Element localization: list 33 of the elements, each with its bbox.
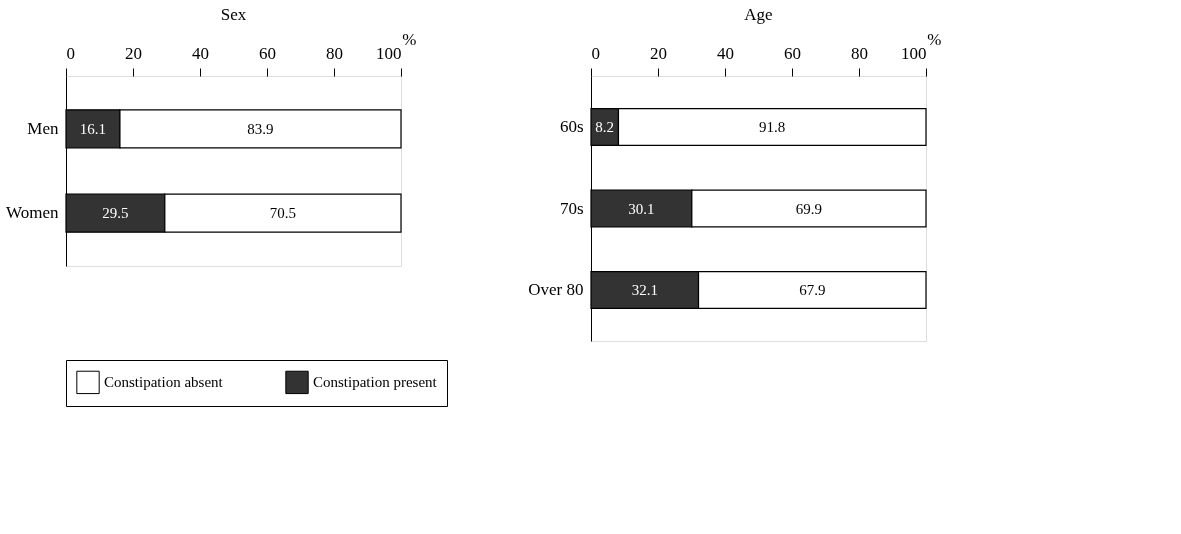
x-tick-label: 0: [591, 43, 600, 63]
x-tick-label: 60: [259, 43, 276, 63]
data-label: 67.9: [799, 282, 826, 299]
x-tick-label: 60: [784, 43, 801, 63]
x-tick-label: 0: [66, 43, 75, 63]
x-axis-title: %: [402, 29, 417, 49]
x-axis-title: %: [927, 29, 942, 49]
data-label: 91.8: [759, 118, 786, 135]
x-tick-label: 20: [650, 43, 667, 63]
x-tick-label: 100: [901, 43, 927, 63]
data-label: 83.9: [247, 120, 274, 137]
y-tick-label: 70s: [559, 198, 584, 218]
data-label: 32.1: [631, 282, 658, 299]
y-tick-label: Women: [6, 203, 59, 223]
data-label: 16.1: [79, 120, 107, 137]
x-tick-label: 40: [717, 43, 734, 63]
x-tick-label: 80: [326, 43, 343, 63]
chart-title: Age: [744, 5, 773, 24]
x-tick-label: 40: [192, 43, 209, 63]
data-label: 69.9: [795, 200, 823, 217]
x-tick-label: 20: [125, 43, 142, 63]
data-label: 8.2: [595, 118, 615, 135]
legend-label: Constipation present: [313, 374, 438, 391]
data-label: 30.1: [628, 200, 655, 217]
y-tick-label: Over 80: [528, 280, 584, 300]
y-tick-label: 60s: [559, 116, 584, 136]
data-label: 70.5: [269, 205, 297, 222]
legend-label: Constipation absent: [104, 374, 224, 391]
x-tick-label: 80: [851, 43, 868, 63]
x-tick-label: 100: [376, 43, 402, 63]
data-label: 29.5: [102, 205, 129, 222]
y-tick-label: Men: [27, 118, 59, 138]
chart-title: Sex: [220, 5, 247, 24]
